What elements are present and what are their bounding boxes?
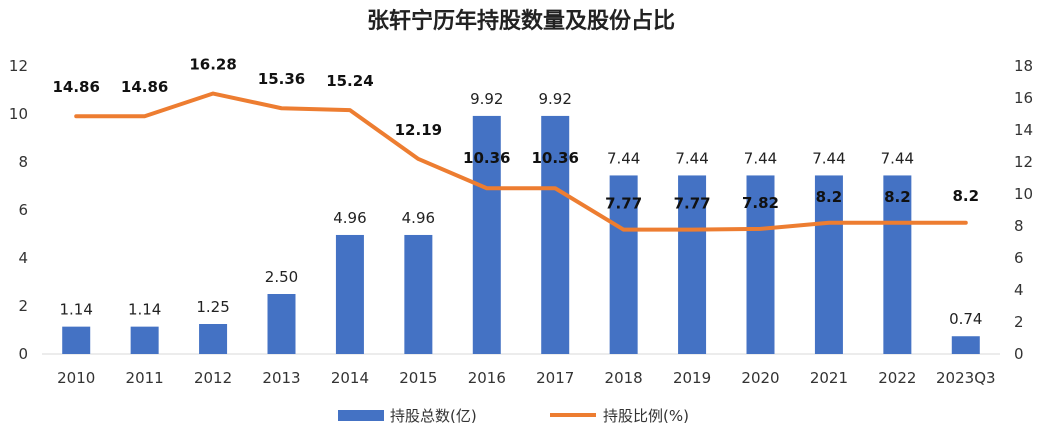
line-value-label: 10.36 bbox=[531, 149, 578, 167]
bar-value-label: 7.44 bbox=[812, 149, 845, 167]
x-tick-label: 2013 bbox=[262, 369, 300, 387]
x-tick-label: 2020 bbox=[741, 369, 779, 387]
x-tick-label: 2014 bbox=[331, 369, 369, 387]
bar-value-label: 7.44 bbox=[881, 149, 914, 167]
line-data-labels: 14.86 14.86 16.28 15.36 15.24 12.19 10.36 10.36… bbox=[52, 56, 979, 213]
line-value-label: 15.24 bbox=[326, 72, 373, 90]
bar-value-label: 7.44 bbox=[675, 149, 708, 167]
bar-2020 bbox=[746, 175, 775, 354]
bar-2010 bbox=[62, 326, 91, 354]
right-tick-label: 14 bbox=[1014, 121, 1033, 139]
line-value-label: 8.2 bbox=[952, 187, 979, 205]
line-value-label: 7.77 bbox=[605, 195, 642, 213]
x-tick-label: 2015 bbox=[399, 369, 437, 387]
bar-value-label: 1.25 bbox=[196, 298, 229, 316]
bar-value-label: 4.96 bbox=[402, 209, 435, 227]
x-tick-label: 2011 bbox=[126, 369, 164, 387]
x-tick-label: 2018 bbox=[605, 369, 643, 387]
x-tick-label: 2016 bbox=[468, 369, 506, 387]
bar-2018 bbox=[609, 175, 638, 354]
line-series bbox=[74, 91, 968, 232]
left-tick-label: 4 bbox=[18, 249, 28, 267]
bar-2022 bbox=[883, 175, 912, 354]
x-tick-label: 2022 bbox=[878, 369, 916, 387]
bar-2023Q3 bbox=[951, 336, 980, 354]
line-value-label: 7.77 bbox=[674, 195, 711, 213]
left-tick-label: 6 bbox=[18, 201, 28, 219]
x-tick-label: 2023Q3 bbox=[936, 369, 996, 387]
bar-data-labels: 1.14 1.14 1.25 2.50 4.96 4.96 9.92 9.92 7.44 7.44… bbox=[60, 90, 983, 328]
legend-label-line: 持股比例(%) bbox=[603, 407, 689, 425]
line-path bbox=[74, 91, 968, 232]
bar-value-label: 7.44 bbox=[744, 149, 777, 167]
right-tick-label: 4 bbox=[1014, 281, 1024, 299]
bar-value-label: 7.44 bbox=[607, 149, 640, 167]
bar-2014 bbox=[335, 234, 364, 354]
line-value-label: 12.19 bbox=[395, 121, 442, 139]
line-value-label: 7.82 bbox=[742, 194, 779, 212]
right-tick-label: 18 bbox=[1014, 57, 1033, 75]
bar-value-label: 9.92 bbox=[539, 90, 572, 108]
line-value-label: 14.86 bbox=[52, 78, 99, 96]
line-value-label: 10.36 bbox=[463, 149, 510, 167]
left-tick-label: 8 bbox=[18, 153, 28, 171]
x-tick-label: 2010 bbox=[57, 369, 95, 387]
line-value-label: 8.2 bbox=[884, 188, 911, 206]
bar-value-label: 2.50 bbox=[265, 268, 298, 286]
bar-value-label: 1.14 bbox=[128, 301, 161, 319]
bar-2013 bbox=[267, 294, 296, 354]
bar-2011 bbox=[130, 326, 159, 354]
bar-2019 bbox=[678, 175, 707, 354]
bar-2016 bbox=[472, 115, 501, 354]
bar-2015 bbox=[404, 234, 433, 354]
line-value-label: 16.28 bbox=[189, 56, 236, 74]
left-tick-label: 10 bbox=[9, 105, 28, 123]
bar-value-label: 1.14 bbox=[60, 301, 93, 319]
left-axis: 0 2 4 6 8 10 12 bbox=[9, 57, 28, 363]
bar-value-label: 4.96 bbox=[333, 209, 366, 227]
bar-value-label: 0.74 bbox=[949, 310, 982, 328]
x-tick-label: 2019 bbox=[673, 369, 711, 387]
chart-title: 张轩宁历年持股数量及股份占比 bbox=[367, 8, 675, 34]
bar-value-label: 9.92 bbox=[470, 90, 503, 108]
left-tick-label: 12 bbox=[9, 57, 28, 75]
left-tick-label: 2 bbox=[18, 297, 28, 315]
right-axis: 0 2 4 6 8 10 12 14 16 18 bbox=[1014, 57, 1033, 363]
legend-swatch-bars bbox=[338, 410, 384, 421]
right-tick-label: 16 bbox=[1014, 89, 1033, 107]
bar-2017 bbox=[541, 115, 570, 354]
bar-2012 bbox=[199, 324, 228, 354]
line-value-label: 8.2 bbox=[816, 188, 843, 206]
right-tick-label: 6 bbox=[1014, 249, 1024, 267]
line-value-label: 15.36 bbox=[258, 70, 305, 88]
x-tick-label: 2012 bbox=[194, 369, 232, 387]
right-tick-label: 12 bbox=[1014, 153, 1033, 171]
right-tick-label: 0 bbox=[1014, 345, 1024, 363]
line-value-label: 14.86 bbox=[121, 78, 168, 96]
x-axis-ticks: 2010 2011 2012 2013 2014 2015 2016 2017 2018 2019… bbox=[57, 369, 995, 387]
legend: 持股总数(亿) 持股比例(%) bbox=[338, 407, 689, 425]
right-tick-label: 8 bbox=[1014, 217, 1024, 235]
bar-2021 bbox=[814, 175, 843, 354]
bar-series bbox=[62, 115, 980, 354]
legend-label-bars: 持股总数(亿) bbox=[390, 407, 477, 425]
x-tick-label: 2017 bbox=[536, 369, 574, 387]
right-tick-label: 2 bbox=[1014, 313, 1024, 331]
x-tick-label: 2021 bbox=[810, 369, 848, 387]
right-tick-label: 10 bbox=[1014, 185, 1033, 203]
left-tick-label: 0 bbox=[18, 345, 28, 363]
